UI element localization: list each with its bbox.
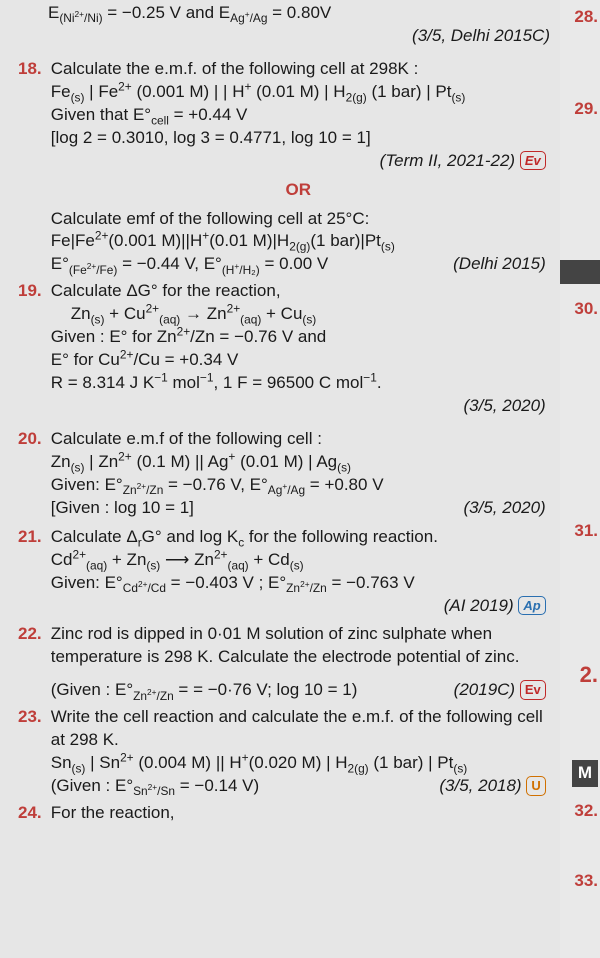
q18-or-line1: Calculate emf of the following cell at 2… [51, 208, 546, 231]
q21-source: (AI 2019) Ap [51, 595, 546, 618]
page-column: E(Ni2+/Ni) = −0.25 V and EAg+/Ag = 0.80V… [0, 0, 560, 958]
question-24: 24. For the reaction, [18, 802, 550, 825]
question-number: 18. [18, 58, 46, 81]
q19-line4: E° for Cu2+/Cu = +0.34 V [51, 349, 546, 372]
q23-line3: (Given : E°Sn2+/Sn = −0.14 V) (3/5, 2018… [51, 775, 546, 798]
q19-line5: R = 8.314 J K−1 mol−1, 1 F = 96500 C mol… [51, 372, 546, 395]
side-dark-box [560, 260, 600, 284]
side-num-33: 33. [574, 870, 598, 893]
question-20: 20. Calculate e.m.f of the following cel… [18, 428, 550, 520]
q18-source: (Term II, 2021-22) Ev [51, 150, 546, 173]
side-num-28: 28. [574, 6, 598, 29]
q22-line2: (Given : E°Zn2+/Zn = = −0·76 V; log 10 =… [51, 679, 546, 702]
question-number: 24. [18, 802, 46, 825]
question-22: 22. Zinc rod is dipped in 0·01 M solutio… [18, 623, 550, 702]
tag-u-icon: U [526, 776, 545, 796]
question-19: 19. Calculate ΔG° for the reaction, Zn(s… [18, 280, 550, 418]
question-18: 18. Calculate the e.m.f. of the followin… [18, 58, 550, 276]
q21-line3: Given: E°Cd2+/Cd = −0.403 V ; E°Zn2+/Zn … [51, 572, 546, 595]
tag-ev-icon: Ev [520, 151, 546, 171]
side-num-32: 32. [574, 800, 598, 823]
q23-line1: Write the cell reaction and calculate th… [51, 706, 546, 752]
or-divider: OR [51, 179, 546, 202]
question-number: 20. [18, 428, 46, 451]
q18-or-line3: E°(Fe2+/Fe) = −0.44 V, E°(H+/H₂) = 0.00 … [51, 253, 546, 276]
q21-line2: Cd2+(aq) + Zn(s) ⟶ Zn2+(aq) + Cd(s) [51, 549, 546, 572]
right-column: 28. 29. 30. 31. 2. M 32. 33. [560, 0, 600, 958]
q22-line1: Zinc rod is dipped in 0·01 M solution of… [51, 623, 546, 669]
q18-line1: Calculate the e.m.f. of the following ce… [51, 58, 546, 81]
q20-line4: [Given : log 10 = 1] (3/5, 2020) [51, 497, 546, 520]
q20-line3: Given: E°Zn2+/Zn = −0.76 V, E°Ag+/Ag = +… [51, 474, 546, 497]
side-letter-m: M [572, 760, 598, 787]
q18-line4: [log 2 = 0.3010, log 3 = 0.4771, log 10 … [51, 127, 546, 150]
side-section-2: 2. [580, 660, 598, 690]
q18-line2: Fe(s) | Fe2+ (0.001 M) | | H+ (0.01 M) |… [51, 81, 546, 104]
question-23: 23. Write the cell reaction and calculat… [18, 706, 550, 798]
tag-ap-icon: Ap [518, 596, 545, 616]
header-source: (3/5, Delhi 2015C) [18, 25, 550, 48]
side-num-30: 30. [574, 298, 598, 321]
q20-line2: Zn(s) | Zn2+ (0.1 M) || Ag+ (0.01 M) | A… [51, 451, 546, 474]
q19-source: (3/5, 2020) [51, 395, 546, 418]
q21-line1: Calculate ΔrG° and log Kc for the follow… [51, 526, 546, 549]
question-21: 21. Calculate ΔrG° and log Kc for the fo… [18, 526, 550, 618]
q18-or-line2: Fe|Fe2+(0.001 M)||H+(0.01 M)|H2(g)(1 bar… [51, 230, 546, 253]
q19-line1: Calculate ΔG° for the reaction, [51, 280, 546, 303]
q19-line3: Given : E° for Zn2+/Zn = −0.76 V and [51, 326, 546, 349]
side-num-31: 31. [574, 520, 598, 543]
tag-ev-icon: Ev [520, 680, 546, 700]
question-number: 19. [18, 280, 46, 303]
q23-line2: Sn(s) | Sn2+ (0.004 M) || H+(0.020 M) | … [51, 752, 546, 775]
q19-line2: Zn(s) + Cu2+(aq) → Zn2+(aq) + Cu(s) [51, 303, 546, 326]
question-number: 23. [18, 706, 46, 729]
side-num-29: 29. [574, 98, 598, 121]
question-number: 22. [18, 623, 46, 646]
question-number: 21. [18, 526, 46, 549]
header-expr: E(Ni2+/Ni) = −0.25 V and EAg+/Ag = 0.80V [18, 2, 550, 25]
q18-line3: Given that E°cell = +0.44 V [51, 104, 546, 127]
q24-line1: For the reaction, [51, 802, 546, 825]
q20-line1: Calculate e.m.f of the following cell : [51, 428, 546, 451]
